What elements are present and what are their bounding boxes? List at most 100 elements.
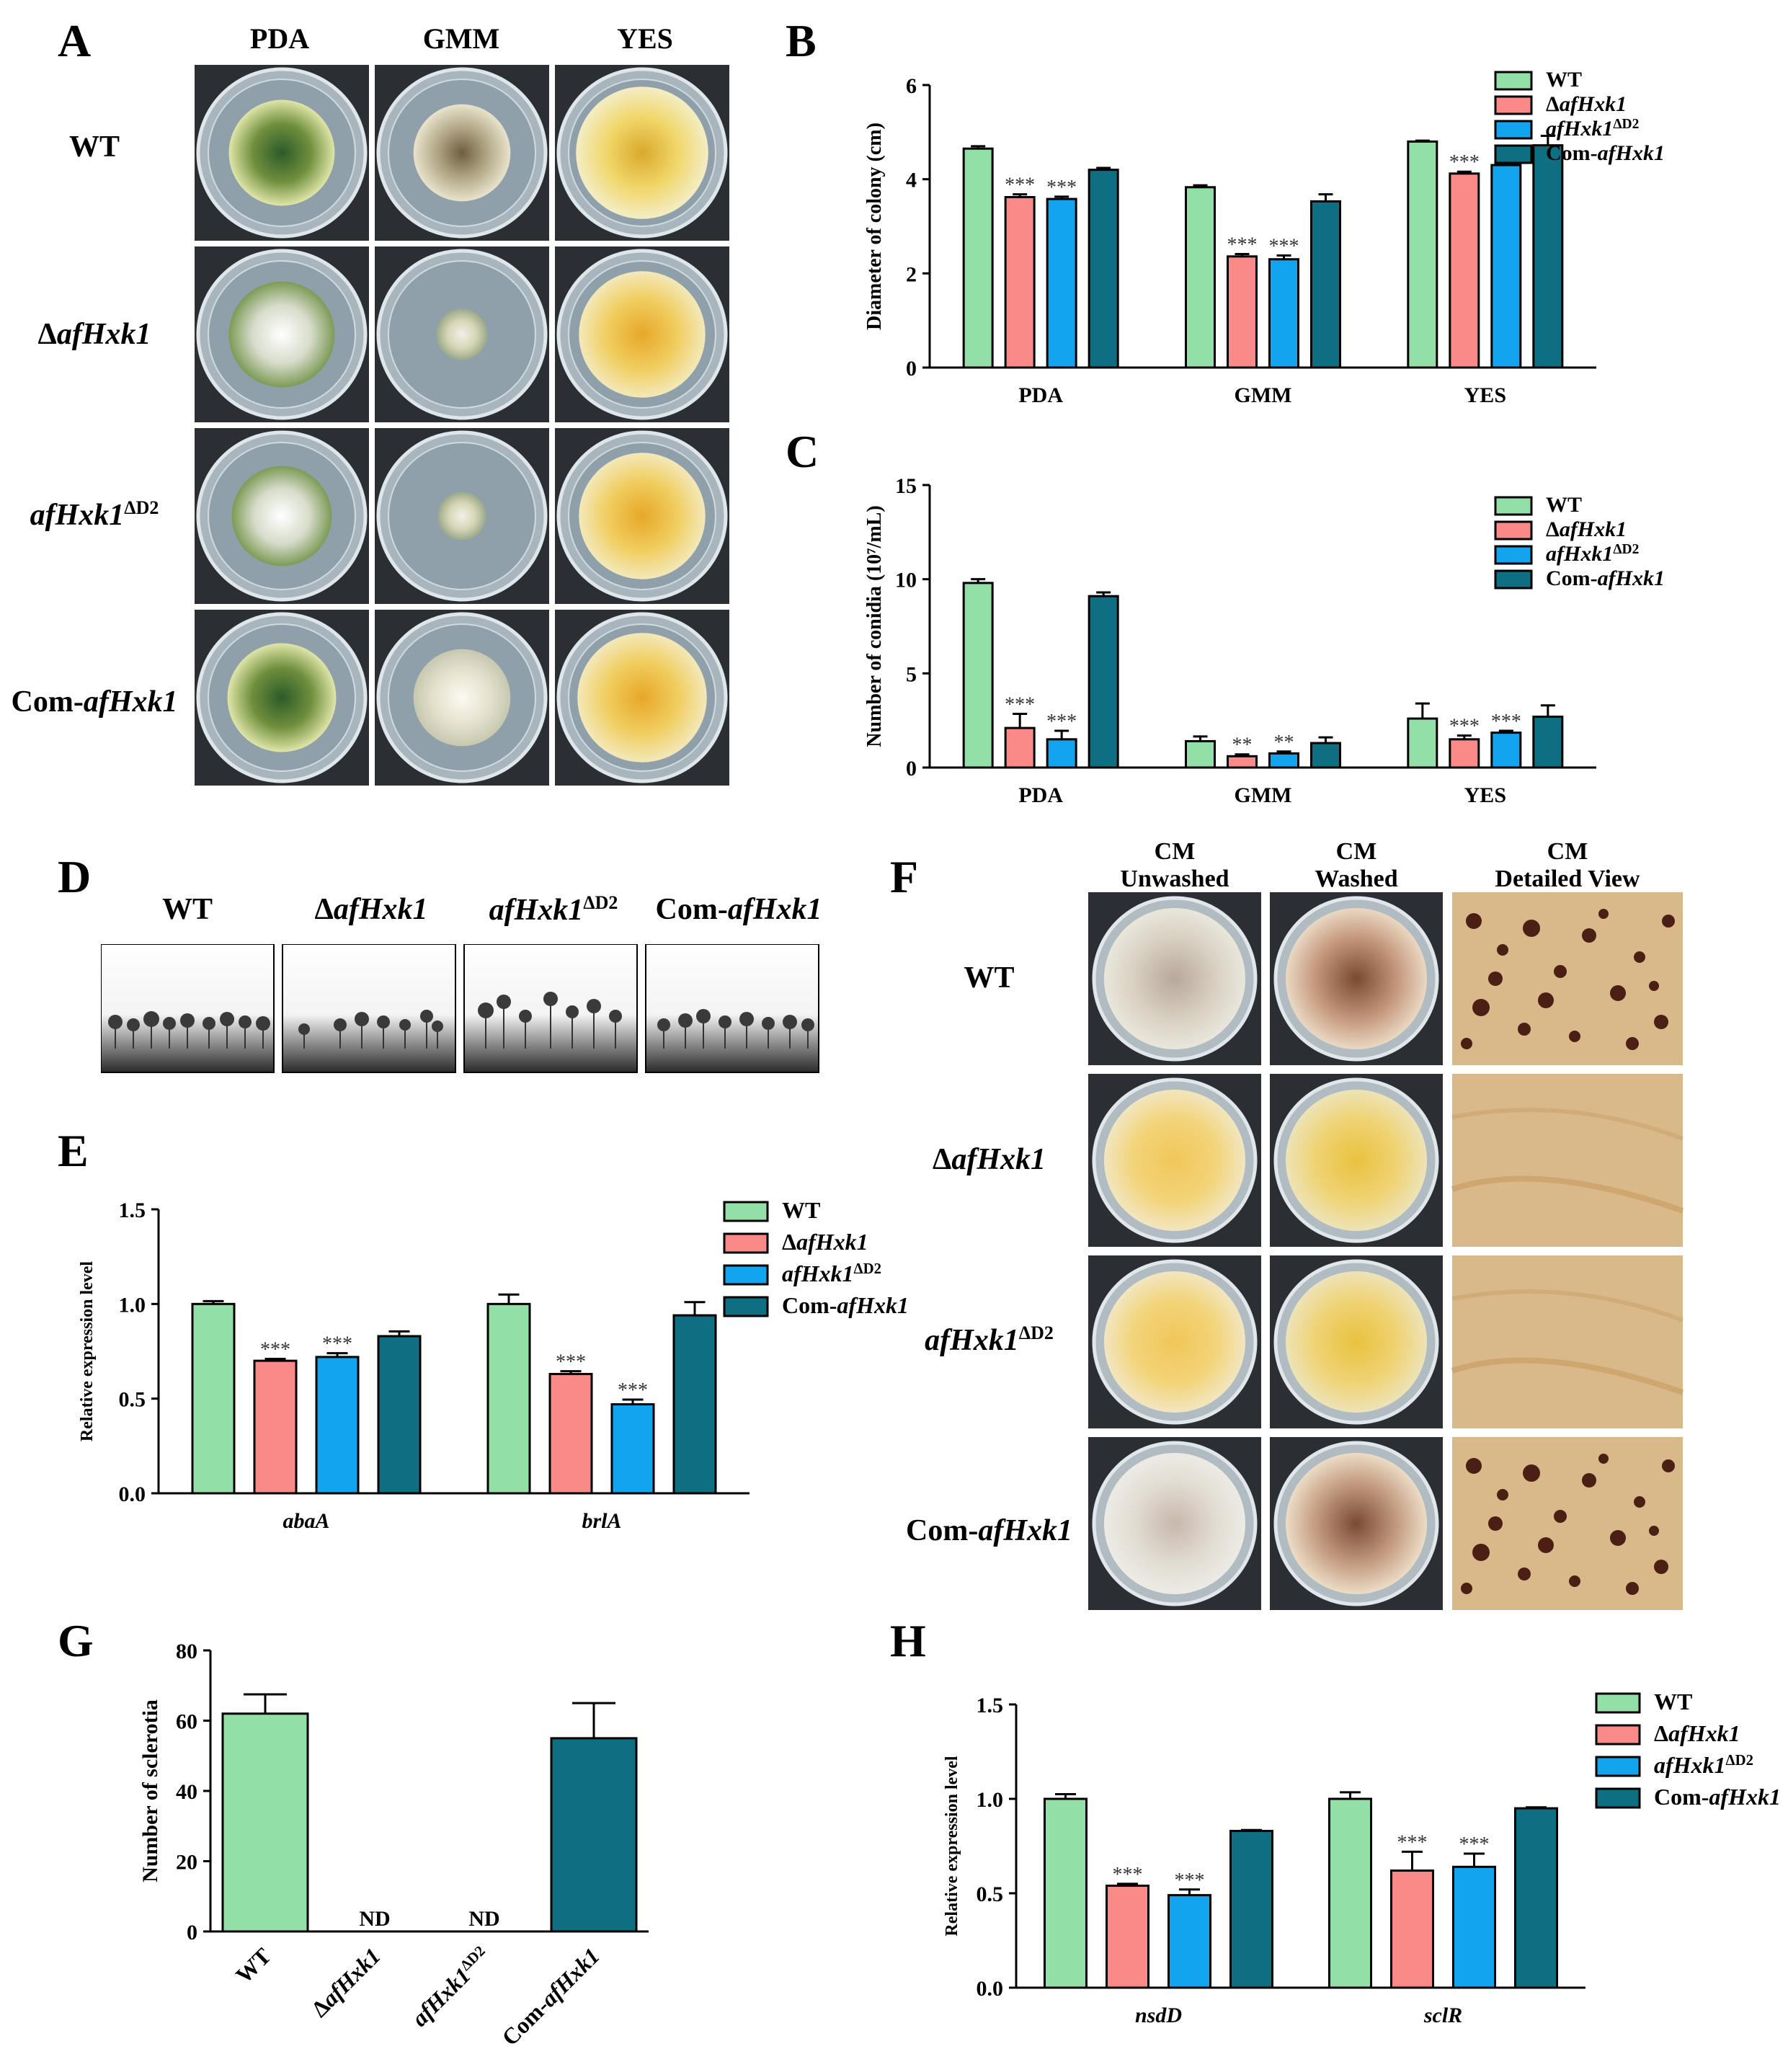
panel-letter-h: H	[890, 1615, 926, 1666]
panel-d-label-afhxk1d2: afHxk1ΔD2	[489, 892, 618, 927]
legend-swatch	[1494, 545, 1533, 565]
bar	[1106, 1885, 1149, 1989]
panel-letter-b: B	[786, 15, 817, 66]
sclerotium	[1626, 1037, 1639, 1050]
panel-a-row-wt: WT	[68, 130, 120, 164]
bar	[1046, 738, 1077, 769]
bar	[1046, 197, 1077, 369]
detailed-view-background	[1452, 1255, 1683, 1428]
bar	[1004, 195, 1036, 369]
legend-label: ΔafHxk1	[1654, 1720, 1740, 1746]
conidial-head	[719, 1015, 731, 1028]
sclerotium	[1518, 1568, 1531, 1580]
significance-stars: ***	[1005, 694, 1035, 716]
y-tick-label: 40	[176, 1780, 197, 1804]
bar	[1490, 732, 1522, 769]
significance-stars: ***	[1046, 711, 1077, 733]
sclerotium	[1538, 1537, 1554, 1553]
sclerotium	[1554, 1510, 1567, 1523]
conidial-head	[497, 995, 511, 1009]
fungal-colony	[1286, 908, 1427, 1049]
legend-swatch	[1494, 120, 1533, 140]
bar	[550, 1737, 638, 1933]
legend-label: Com-afHxk1	[1654, 1784, 1781, 1810]
chart-b: 0 2 4 6 Diameter of colony (cm) *** *** PDA *** *…	[863, 68, 1665, 407]
legend-swatch	[1494, 496, 1533, 516]
sclerotium	[1497, 944, 1508, 956]
bar	[1449, 172, 1480, 369]
conidial-head	[256, 1016, 270, 1031]
sclerotium	[1654, 1015, 1668, 1029]
legend-swatch	[1494, 520, 1533, 541]
panel-f-row-wt: WT	[964, 961, 1015, 995]
panel-letter-g: G	[58, 1615, 94, 1666]
bar	[1490, 164, 1522, 369]
panel-f-col-washed: CM Washed	[1315, 838, 1398, 892]
bar	[1268, 258, 1299, 369]
sclerotium	[1582, 1473, 1596, 1488]
bar	[1185, 186, 1216, 369]
conidial-head	[739, 1012, 754, 1026]
conidial-head	[239, 1015, 252, 1028]
bar	[672, 1314, 717, 1495]
category-label: GMM	[1235, 783, 1292, 807]
sclerotium	[1598, 1454, 1609, 1464]
legend-swatch	[1595, 1787, 1641, 1809]
chart-e: 0.0 0.5 1.0 1.5 Relative expression level ***…	[78, 1197, 909, 1533]
y-tick-label: 80	[176, 1640, 197, 1663]
panel-f-row-com: Com-afHxk1	[906, 1514, 1072, 1547]
conidial-head	[678, 1013, 693, 1028]
bar	[1310, 742, 1341, 769]
y-tick-label: 0	[187, 1921, 197, 1944]
bar	[1390, 1869, 1434, 1989]
sclerotium	[1461, 1038, 1472, 1049]
panel-a-plate-grid	[195, 65, 729, 786]
conidial-head	[587, 999, 601, 1013]
legend-swatch	[1595, 1692, 1641, 1714]
bar	[1452, 1865, 1496, 1989]
category-label: Com-afHxk1	[497, 1942, 605, 2050]
nd-annotation: ND	[468, 1907, 499, 1931]
significance-stars: ***	[1459, 1833, 1490, 1856]
panel-a-row-afhxk1d2: afHxk1ΔD2	[30, 497, 159, 532]
significance-stars: ***	[1397, 1831, 1428, 1854]
y-axis-label: Relative expression level	[78, 1261, 97, 1442]
y-tick-label: 0.5	[119, 1388, 146, 1412]
conidial-head	[127, 1018, 140, 1031]
sclerotium	[1649, 981, 1659, 991]
panel-letter-f: F	[890, 851, 919, 902]
texture-line	[1451, 1357, 1684, 1395]
sclerotium	[1472, 999, 1490, 1016]
significance-stars: **	[1274, 732, 1294, 754]
detailed-view-background	[1452, 892, 1683, 1065]
conidial-head	[334, 1018, 347, 1031]
sclerotium	[1466, 1458, 1482, 1474]
y-axis-label: Number of conidia (10⁷/mL)	[863, 505, 886, 747]
conidial-head	[801, 1018, 814, 1031]
significance-stars: ***	[1046, 177, 1077, 199]
significance-stars: ***	[1491, 711, 1521, 733]
panel-d-label-dafhxk1: ΔafHxk1	[314, 893, 428, 926]
bar	[1167, 1894, 1211, 1989]
y-tick-label: 20	[176, 1851, 197, 1875]
conidial-head	[143, 1011, 159, 1027]
legend-swatch	[723, 1201, 769, 1222]
bar	[1532, 715, 1564, 769]
bar	[548, 1373, 593, 1495]
texture-line	[1451, 1175, 1684, 1214]
fungal-colony	[413, 649, 511, 747]
fungal-colony	[227, 643, 337, 752]
fungal-colony	[579, 453, 706, 579]
bar	[1088, 595, 1119, 769]
conidial-head	[220, 1012, 234, 1026]
sclerotium	[1523, 920, 1540, 937]
y-tick-label: 0.0	[977, 1977, 1004, 2001]
fungal-colony	[228, 99, 335, 206]
conidial-head	[163, 1017, 176, 1030]
category-label: afHxk1ΔD2	[406, 1942, 495, 2031]
sclerotium	[1488, 1516, 1503, 1531]
sclerotium	[1610, 985, 1626, 1001]
significance-stars: ***	[322, 1333, 352, 1356]
sclerotium	[1569, 1575, 1580, 1587]
bar	[1310, 200, 1341, 369]
